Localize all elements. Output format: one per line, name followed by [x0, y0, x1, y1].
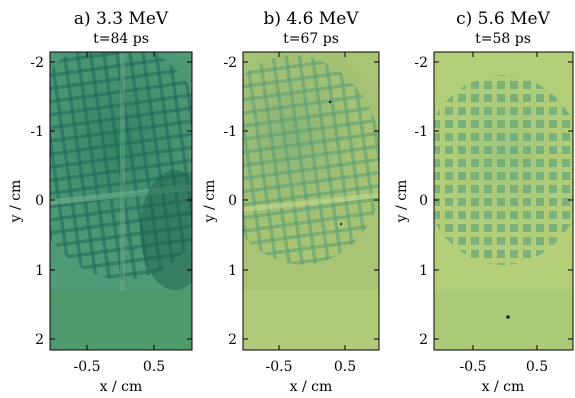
panel-c-ytick-3: 1 — [419, 263, 428, 279]
panel-c-title: c) 5.6 MeV — [456, 9, 550, 29]
panel-b-subtitle: t=67 ps — [283, 31, 339, 47]
panel-a: a) 3.3 MeV t=84 ps -2 -1 0 1 2 -0.5 0 — [8, 9, 193, 395]
panel-b: b) 4.6 MeV t=67 ps -2 -1 0 1 2 -0.5 0 — [202, 9, 380, 395]
panel-a-ytick-3: 1 — [35, 263, 44, 279]
panel-b-xtick-1: 0.5 — [334, 359, 356, 375]
panel-a-ylabel: y / cm — [8, 180, 24, 224]
panel-a-xtick-0: -0.5 — [74, 359, 101, 375]
panel-a-image — [50, 52, 192, 350]
panel-b-xlabel: x / cm — [290, 379, 333, 395]
panel-b-ytick-4: 2 — [228, 332, 237, 348]
panel-b-ylabel: y / cm — [202, 180, 218, 224]
panel-b-image — [243, 52, 379, 350]
panel-c-ytick-0: -2 — [414, 55, 428, 71]
panel-a-title: a) 3.3 MeV — [74, 9, 169, 29]
panel-b-title: b) 4.6 MeV — [263, 9, 359, 29]
panel-b-xtick-0: -0.5 — [266, 359, 293, 375]
panel-b-ytick-3: 1 — [228, 263, 237, 279]
panel-a-xlabel: x / cm — [100, 379, 143, 395]
panel-a-ytick-4: 2 — [35, 332, 44, 348]
panel-a-ytick-0: -2 — [30, 55, 44, 71]
panel-a-ytick-2: 0 — [35, 193, 44, 209]
panel-b-ytick-0: -2 — [223, 55, 237, 71]
panel-c-ticks — [434, 52, 573, 350]
panel-c-ytick-1: -1 — [414, 124, 428, 140]
panel-a-xtick-1: 0.5 — [143, 359, 165, 375]
panel-b-ticks — [243, 52, 379, 350]
panel-b-ytick-2: 0 — [228, 193, 237, 209]
panel-c-ytick-2: 0 — [419, 193, 428, 209]
panel-c-xlabel: x / cm — [482, 379, 525, 395]
panel-c: c) 5.6 MeV t=58 ps -2 -1 0 1 2 -0.5 0.5 … — [394, 9, 574, 395]
panel-a-ticks — [50, 52, 192, 350]
panel-c-image — [434, 52, 573, 350]
panel-a-subtitle: t=84 ps — [93, 31, 149, 47]
panel-c-xtick-0: -0.5 — [460, 359, 487, 375]
panel-c-subtitle: t=58 ps — [475, 31, 531, 47]
panel-c-xtick-1: 0.5 — [526, 359, 548, 375]
panel-c-ytick-4: 2 — [419, 332, 428, 348]
panel-b-ytick-1: -1 — [223, 124, 237, 140]
panel-c-ylabel: y / cm — [394, 180, 410, 224]
panel-a-ytick-1: -1 — [30, 124, 44, 140]
